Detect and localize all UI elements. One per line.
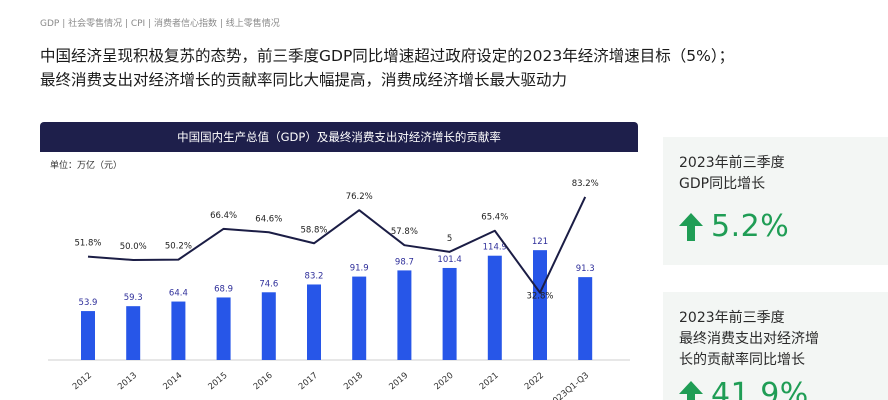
line-value-label: 76.2% [346, 192, 373, 202]
bar-value-label: 121 [532, 237, 548, 247]
bar [216, 297, 231, 360]
stat-label-line: 2023年前三季度 [679, 310, 785, 326]
bar [578, 277, 593, 360]
line-value-label: 83.2% [572, 179, 599, 189]
x-tick-label: 2019 [387, 371, 410, 393]
page-headline: 中国经济呈现积极复苏的态势，前三季度GDP同比增速超过政府设定的2023年经济增… [40, 44, 840, 92]
gdp-chart-card: 单位：万亿（元） 53.9 59.3 64.4 68.9 74.6 83.2 91.9 98.7… [40, 122, 638, 400]
bar [307, 284, 321, 360]
bar [81, 311, 95, 360]
x-tick-label: 2015 [207, 371, 230, 393]
bar-value-label: 74.6 [259, 279, 278, 289]
bar-value-label: 68.9 [214, 284, 233, 294]
x-tick-label: 2017 [297, 371, 320, 393]
x-tick-label: 2023Q1-Q3 [547, 371, 591, 400]
x-tick-label: 2021 [478, 371, 501, 393]
bar-value-label: 91.9 [350, 264, 369, 274]
bar-value-label: 114.9 [483, 243, 507, 253]
x-tick-label: 2018 [342, 371, 365, 393]
line-value-label: 57.8% [391, 227, 418, 237]
x-tick-label: 2013 [116, 371, 139, 393]
bar-value-label: 91.3 [576, 264, 595, 274]
bar-value-label: 53.9 [79, 298, 98, 308]
bar [533, 250, 547, 360]
x-tick-label: 2022 [523, 371, 546, 393]
stat-card-gdp-growth: 2023年前三季度 GDP同比增长 5.2% [663, 137, 888, 265]
bar-value-label: 64.4 [169, 289, 188, 299]
up-arrow-icon [679, 380, 703, 400]
up-arrow-icon [679, 212, 703, 241]
contribution-line [87, 196, 587, 294]
x-tick-label: 2014 [161, 371, 184, 393]
unit-label: 单位：万亿（元） [50, 159, 122, 171]
bar [261, 292, 276, 360]
x-tick-label: 2016 [252, 371, 275, 393]
bar-value-label: 83.2 [305, 271, 324, 281]
bar [352, 276, 367, 360]
bar [171, 301, 186, 360]
line-value-label: 51.8% [74, 239, 101, 249]
line-value-label: 64.6% [255, 214, 282, 224]
x-tick-label: 2012 [71, 371, 94, 393]
bar [442, 267, 457, 360]
stat-label-line: 2023年前三季度 [679, 155, 785, 171]
line-value-label: 58.8% [300, 225, 327, 235]
bar [397, 270, 412, 360]
line-value-label: 50.2% [165, 242, 192, 252]
line-value-label: 32.8% [526, 292, 553, 302]
x-tick-label: 2020 [433, 371, 456, 393]
stat-value: 5.2% [711, 209, 790, 244]
stat-value: 41.9% [711, 377, 809, 400]
stat-label-line: GDP同比增长 [679, 176, 766, 192]
breadcrumb: GDP | 社会零售情况 | CPI | 消费者信心指数 | 线上零售情况 [40, 19, 280, 29]
stat-label-line: 长的贡献率同比增长 [679, 352, 805, 368]
stat-label-line: 最终消费支出对经济增 [679, 331, 819, 347]
headline-line-2: 最终消费支出对经济增长的贡献率同比大幅提高，消费成经济增长最大驱动力 [40, 71, 568, 89]
chart-title: 中国国内生产总值（GDP）及最终消费支出对经济增长的贡献率 [40, 122, 638, 152]
line-value-label: 66.4% [210, 211, 237, 221]
line-value-label: 65.4% [481, 213, 508, 223]
bar-value-label: 101.4 [437, 255, 461, 265]
stat-card-consumption-contribution: 2023年前三季度 最终消费支出对经济增 长的贡献率同比增长 41.9% [663, 292, 888, 400]
bar-value-label: 59.3 [124, 293, 143, 303]
bar [487, 255, 502, 360]
line-value-label: 50.0% [120, 242, 147, 252]
headline-line-1: 中国经济呈现积极复苏的态势，前三季度GDP同比增速超过政府设定的2023年经济增… [40, 47, 735, 65]
bar [126, 306, 141, 360]
bar-value-label: 98.7 [395, 257, 414, 267]
line-value-label: 5 [447, 234, 452, 244]
gdp-chart: 单位：万亿（元） 53.9 59.3 64.4 68.9 74.6 83.2 91.9 98.7… [48, 159, 630, 400]
